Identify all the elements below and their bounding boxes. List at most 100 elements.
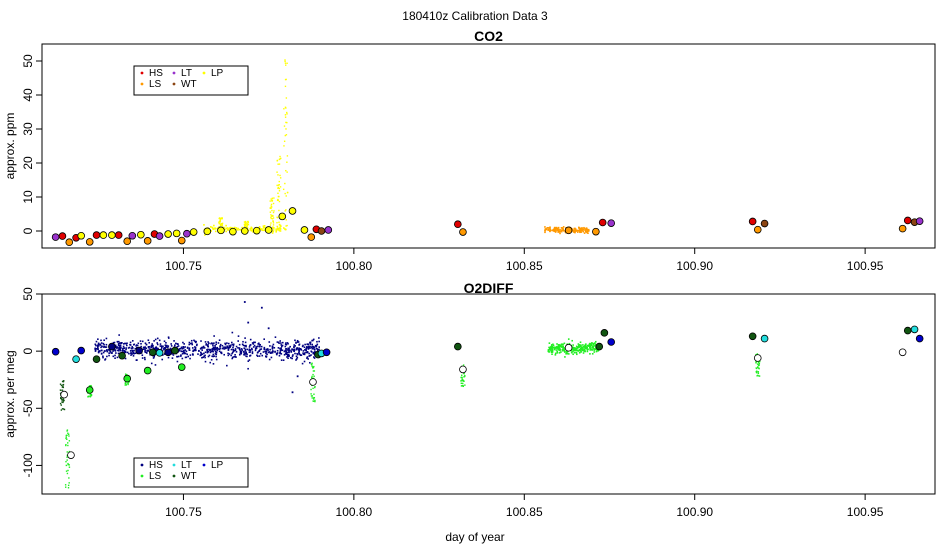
data-point bbox=[272, 226, 274, 228]
data-point bbox=[554, 231, 557, 233]
data-point bbox=[170, 343, 173, 345]
data-point bbox=[296, 339, 299, 342]
data-point bbox=[210, 358, 213, 361]
data-point bbox=[188, 341, 191, 344]
spike-point bbox=[272, 217, 275, 219]
spike-point bbox=[285, 219, 287, 221]
data-point bbox=[269, 348, 271, 351]
spike-point bbox=[67, 432, 69, 434]
spike-point bbox=[310, 388, 312, 391]
data-point bbox=[271, 350, 274, 352]
data-point bbox=[119, 348, 121, 351]
data-point bbox=[144, 349, 147, 351]
x-tick-label: 100.75 bbox=[165, 505, 202, 519]
spike-point bbox=[66, 429, 69, 431]
data-point bbox=[231, 357, 234, 360]
spike-point bbox=[60, 409, 63, 411]
mean-marker bbox=[72, 355, 80, 363]
data-point bbox=[201, 356, 203, 359]
data-point bbox=[235, 345, 238, 348]
data-point bbox=[311, 345, 314, 348]
data-point bbox=[306, 351, 308, 354]
data-point bbox=[274, 336, 277, 338]
data-point bbox=[232, 348, 235, 351]
spike-point bbox=[219, 219, 221, 221]
data-point bbox=[226, 345, 229, 348]
spike-point bbox=[284, 85, 287, 88]
spike-point bbox=[278, 163, 281, 165]
spike-point bbox=[87, 396, 89, 398]
data-point bbox=[270, 356, 273, 359]
data-point bbox=[249, 344, 252, 346]
data-point bbox=[284, 345, 287, 348]
data-point bbox=[208, 348, 211, 351]
data-point bbox=[567, 350, 569, 353]
y-tick-label: 50 bbox=[21, 287, 35, 301]
spike-point bbox=[220, 223, 223, 225]
mean-marker bbox=[915, 217, 924, 225]
spike-point bbox=[221, 222, 224, 225]
spike-point bbox=[278, 183, 280, 186]
data-point bbox=[191, 342, 193, 344]
data-point bbox=[181, 352, 184, 355]
mean-marker bbox=[607, 338, 616, 346]
mean-marker bbox=[189, 228, 198, 236]
data-point bbox=[214, 348, 217, 351]
data-point bbox=[241, 343, 244, 346]
data-point bbox=[216, 346, 219, 349]
data-point bbox=[239, 228, 242, 231]
spike-point bbox=[245, 221, 247, 224]
data-point bbox=[204, 354, 206, 357]
spike-point bbox=[65, 444, 67, 447]
data-point bbox=[245, 344, 247, 347]
data-point bbox=[97, 338, 99, 340]
data-point bbox=[225, 227, 228, 230]
data-point bbox=[585, 228, 588, 231]
data-point bbox=[117, 340, 120, 343]
data-point bbox=[578, 227, 581, 229]
data-point bbox=[114, 349, 117, 351]
data-point bbox=[212, 348, 214, 351]
data-point bbox=[298, 351, 300, 354]
spike-point bbox=[61, 399, 63, 401]
legend-label: LP bbox=[211, 68, 224, 79]
co2-panel: CO2 approx. ppm 100.75 100.80 100.85 100.90 10… bbox=[3, 28, 936, 273]
data-point bbox=[100, 339, 102, 342]
data-point bbox=[283, 350, 286, 353]
data-point bbox=[198, 349, 200, 352]
data-point bbox=[298, 352, 301, 355]
data-point bbox=[95, 340, 98, 343]
figure-title: 180410z Calibration Data 3 bbox=[402, 9, 548, 23]
data-point bbox=[568, 342, 571, 345]
data-point bbox=[584, 344, 587, 346]
data-point bbox=[581, 227, 583, 229]
spike-point bbox=[90, 384, 92, 387]
data-point bbox=[594, 347, 597, 350]
data-point bbox=[180, 355, 182, 357]
data-point bbox=[186, 353, 188, 356]
data-point bbox=[114, 344, 117, 347]
x-tick-label: 100.80 bbox=[336, 505, 373, 519]
data-point bbox=[105, 337, 108, 340]
data-point bbox=[563, 348, 566, 351]
data-point bbox=[268, 351, 271, 353]
spike-point bbox=[60, 397, 62, 400]
data-point bbox=[185, 350, 188, 353]
data-point bbox=[308, 346, 310, 349]
data-point bbox=[587, 229, 590, 231]
spike-point bbox=[277, 184, 280, 186]
data-point bbox=[278, 342, 280, 345]
spike-point bbox=[64, 484, 67, 486]
mean-marker bbox=[564, 343, 573, 352]
data-point bbox=[216, 227, 219, 230]
data-point bbox=[197, 353, 199, 355]
data-point bbox=[193, 339, 195, 342]
data-point bbox=[224, 347, 227, 350]
data-point bbox=[298, 350, 300, 352]
mean-marker bbox=[183, 229, 191, 238]
data-point bbox=[265, 351, 268, 353]
data-point bbox=[572, 353, 574, 356]
data-point bbox=[158, 339, 161, 342]
data-point bbox=[573, 229, 576, 232]
data-point bbox=[210, 342, 212, 345]
